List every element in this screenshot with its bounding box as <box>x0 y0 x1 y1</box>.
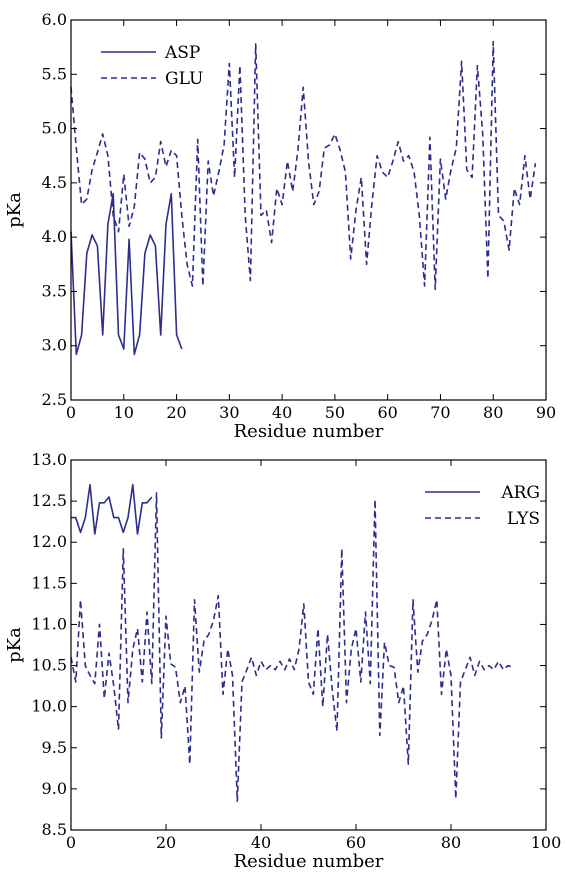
y-tick-label: 2.5 <box>42 390 67 409</box>
legend-label-arg: ARG <box>500 483 540 503</box>
x-tick-label: 100 <box>531 833 562 852</box>
chart-asp-glu: 0 10 20 30 40 50 60 70 80 90 2.5 3.0 3.5 4.0 4.5 5.0 5.5… <box>4 10 556 442</box>
y-tick-label: 9.0 <box>42 779 67 798</box>
y-tick-label: 4.5 <box>42 173 67 192</box>
x-tick-label: 30 <box>219 403 239 422</box>
y-axis-label: pKa <box>4 627 25 663</box>
x-tick-label: 80 <box>483 403 503 422</box>
y-tick-label: 11.5 <box>31 573 67 592</box>
y-tick-label: 3.0 <box>42 336 67 355</box>
legend-label-asp: ASP <box>164 43 200 63</box>
x-tick-label: 70 <box>430 403 450 422</box>
y-tick-label: 12.0 <box>31 532 67 551</box>
x-tick-label: 60 <box>346 833 366 852</box>
x-tick-label: 0 <box>66 403 76 422</box>
x-tick-label: 40 <box>272 403 292 422</box>
y-axis-label: pKa <box>4 192 25 228</box>
series-line-glu <box>70 40 537 291</box>
y-tick-label: 5.0 <box>42 119 67 138</box>
y-tick-label: 5.5 <box>42 64 67 83</box>
x-tick-label: 0 <box>66 833 76 852</box>
y-tick-label: 8.5 <box>42 820 67 839</box>
y-tick-label: 12.5 <box>31 491 67 510</box>
x-tick-label: 40 <box>251 833 271 852</box>
y-tick-label: 11.0 <box>31 614 67 633</box>
series-line-asp <box>70 192 183 356</box>
plot-frame <box>70 19 547 401</box>
series-line-arg <box>71 483 153 535</box>
x-tick-label: 90 <box>536 403 556 422</box>
x-tick-label: 10 <box>114 403 134 422</box>
chart-arg-lys: 0 20 40 60 80 100 8.5 9.0 9.5 10.0 10.5 11.0 11.5 12.… <box>4 450 561 872</box>
y-tick-label: 13.0 <box>31 450 67 469</box>
x-tick-label: 60 <box>377 403 397 422</box>
x-tick-label: 20 <box>166 403 186 422</box>
legend-label-glu: GLU <box>165 69 203 89</box>
y-tick-label: 10.0 <box>31 697 67 716</box>
x-tick-label: 20 <box>156 833 176 852</box>
plot-frame <box>70 459 547 831</box>
x-axis-label: Residue number <box>234 851 384 872</box>
y-tick-label: 10.5 <box>31 656 67 675</box>
y-tick-label: 4.0 <box>42 227 67 246</box>
legend-label-lys: LYS <box>507 509 540 529</box>
legend: ARG LYS <box>425 483 540 529</box>
x-tick-label: 80 <box>441 833 461 852</box>
y-tick-label: 3.5 <box>42 281 67 300</box>
series-line-lys <box>70 492 514 803</box>
legend: ASP GLU <box>101 43 203 89</box>
x-axis-label: Residue number <box>234 421 384 442</box>
y-tick-label: 6.0 <box>42 10 67 29</box>
y-tick-label: 9.5 <box>42 738 67 757</box>
x-tick-label: 50 <box>325 403 345 422</box>
